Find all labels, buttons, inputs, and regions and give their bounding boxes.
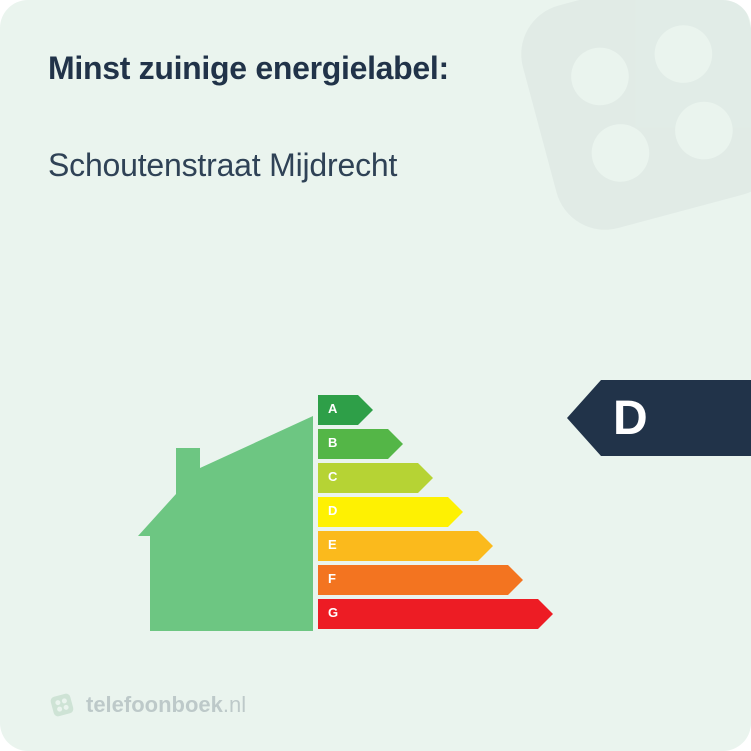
footer: telefoonboek.nl xyxy=(48,691,246,719)
bar-label: E xyxy=(328,537,337,552)
bar-shape-icon xyxy=(318,395,373,425)
bar-label: G xyxy=(328,605,338,620)
bar-shape-icon xyxy=(318,497,463,527)
bar-shape-icon xyxy=(318,565,523,595)
watermark-icon xyxy=(471,0,751,280)
bar-shape-icon xyxy=(318,599,553,629)
brand-name-tld: .nl xyxy=(223,692,246,717)
bar-label: A xyxy=(328,401,337,416)
rating-badge: D xyxy=(567,380,751,456)
energy-label-card: Minst zuinige energielabel: Schoutenstra… xyxy=(0,0,751,751)
bar-label: C xyxy=(328,469,337,484)
bar-label: F xyxy=(328,571,336,586)
rating-letter: D xyxy=(613,391,648,446)
rating-body: D xyxy=(601,380,751,456)
bar-label: B xyxy=(328,435,337,450)
brand-text: telefoonboek.nl xyxy=(86,692,246,718)
brand-icon xyxy=(48,691,76,719)
bar-label: D xyxy=(328,503,337,518)
house-icon xyxy=(138,416,313,631)
brand-name-bold: telefoonboek xyxy=(86,692,223,717)
rating-arrow-icon xyxy=(567,380,601,456)
bar-shape-icon xyxy=(318,531,493,561)
